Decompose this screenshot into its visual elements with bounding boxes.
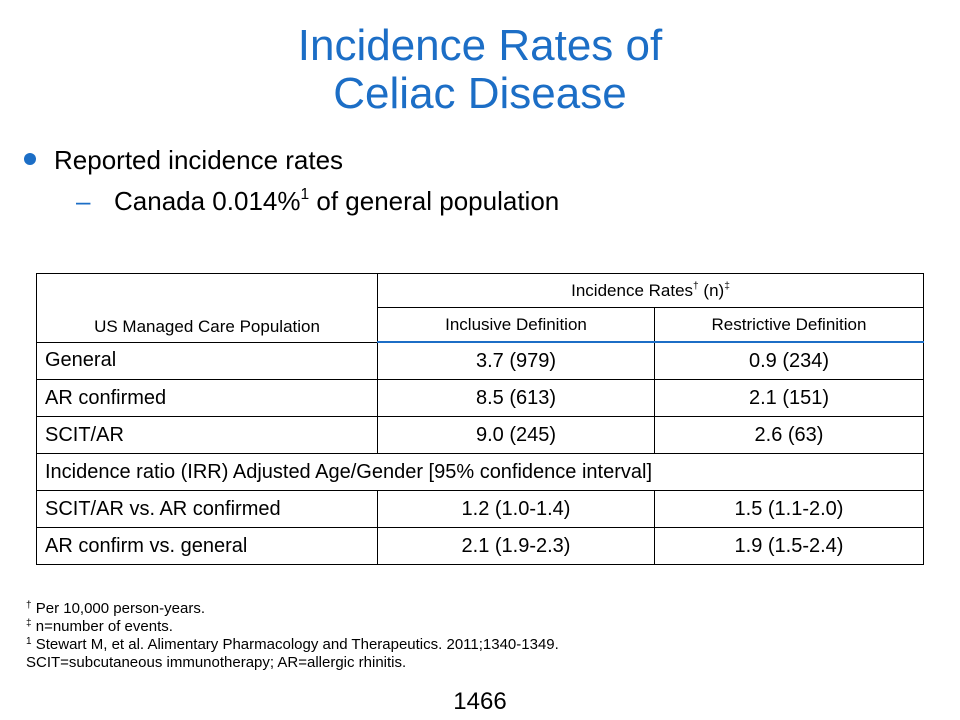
footnote-text: Per 10,000 person-years. [31, 600, 205, 617]
title-line-1: Incidence Rates of [297, 21, 663, 70]
table-header-row-1: US Managed Care Population Incidence Rat… [36, 273, 924, 343]
restrictive-value: 0.9 (234) [654, 341, 924, 380]
table-row: AR confirm vs. general 2.1 (1.9-2.3) 1.9… [36, 527, 924, 565]
table-row: General 3.7 (979) 0.9 (234) [36, 341, 924, 380]
bullet-2-superscript: 1 [300, 186, 310, 204]
bullet-2-prefix: Canada 0.014% [114, 186, 301, 216]
bullet-level-2: – Canada 0.014%1 of general population [76, 185, 559, 217]
footnote: SCIT=subcutaneous immunotherapy; AR=alle… [26, 654, 559, 672]
table-row: SCIT/AR vs. AR confirmed 1.2 (1.0-1.4) 1… [36, 490, 924, 528]
ratio-header-row: Incidence ratio (IRR) Adjusted Age/Gende… [36, 453, 924, 491]
footnote-mark: ‡ [26, 618, 32, 629]
footnote-text: SCIT=subcutaneous immunotherapy; AR=alle… [26, 654, 407, 671]
restrictive-header: Restrictive Definition [654, 307, 924, 343]
row-label: AR confirm vs. general [36, 527, 378, 565]
ratio-header: Incidence ratio (IRR) Adjusted Age/Gende… [36, 453, 924, 491]
footnotes: † Per 10,000 person-years. ‡ n=number of… [26, 600, 559, 672]
row-label: AR confirmed [36, 379, 378, 417]
footnote-mark: † [26, 600, 32, 611]
rates-header: Incidence Rates† (n)‡ [377, 273, 924, 308]
restrictive-value: 2.1 (151) [654, 379, 924, 417]
title-line-2: Celiac Disease [333, 69, 627, 118]
table-row: AR confirmed 8.5 (613) 2.1 (151) [36, 379, 924, 417]
rates-header-double-dagger: ‡ [724, 280, 730, 292]
rates-header-dagger: † [693, 280, 699, 292]
population-header: US Managed Care Population [36, 273, 378, 343]
restrictive-value: 2.6 (63) [654, 416, 924, 454]
incidence-table: US Managed Care Population Incidence Rat… [36, 273, 924, 565]
inclusive-value: 9.0 (245) [377, 416, 655, 454]
footnote-mark: 1 [26, 636, 32, 647]
restrictive-value: 1.9 (1.5-2.4) [654, 527, 924, 565]
table-header-row-2: Inclusive Definition Restrictive Definit… [37, 307, 924, 343]
row-label: General [36, 341, 378, 380]
rates-header-n: (n) [698, 280, 725, 300]
footnote: 1 Stewart M, et al. Alimentary Pharmacol… [26, 636, 559, 654]
slide-title: Incidence Rates of Celiac Disease [0, 22, 960, 118]
bullet-level-1: Reported incidence rates [24, 144, 343, 176]
footnote-text: Stewart M, et al. Alimentary Pharmacolog… [31, 636, 559, 653]
page-number: 1466 [453, 688, 507, 715]
inclusive-value: 1.2 (1.0-1.4) [377, 490, 655, 528]
footnote-text: n=number of events. [31, 618, 173, 635]
row-label: SCIT/AR vs. AR confirmed [36, 490, 378, 528]
dash-icon: – [76, 186, 91, 216]
inclusive-value: 2.1 (1.9-2.3) [377, 527, 655, 565]
footnote: † Per 10,000 person-years. [26, 600, 559, 618]
inclusive-value: 8.5 (613) [377, 379, 655, 417]
inclusive-value: 3.7 (979) [377, 341, 655, 380]
inclusive-header: Inclusive Definition [377, 307, 655, 343]
bullet-2-suffix: of general population [309, 186, 560, 216]
rates-header-text: Incidence Rates [571, 280, 694, 300]
footnote: ‡ n=number of events. [26, 618, 559, 636]
table-row: SCIT/AR 9.0 (245) 2.6 (63) [36, 416, 924, 454]
bullet-1-text: Reported incidence rates [54, 145, 344, 175]
row-label: SCIT/AR [36, 416, 378, 454]
restrictive-value: 1.5 (1.1-2.0) [654, 490, 924, 528]
bullet-dot-icon [24, 153, 36, 165]
